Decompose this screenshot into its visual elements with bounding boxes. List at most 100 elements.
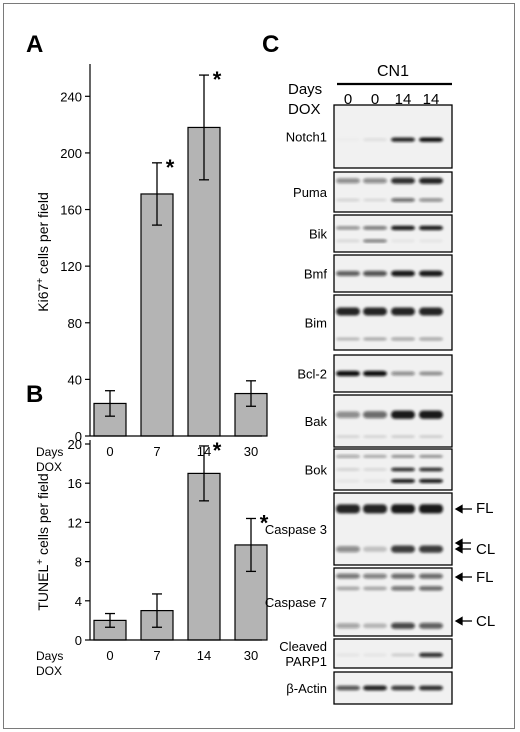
y-tick-label-a-40: 40 xyxy=(68,372,82,387)
blot-band-bik-2-lane-4 xyxy=(419,239,443,243)
blot-lane-label-1: 0 xyxy=(344,91,352,108)
y-tick-label-a-120: 120 xyxy=(60,259,82,274)
blot-band-notch1-1-lane-1 xyxy=(336,138,360,141)
blot-band-cleaved-parp1-1-lane-2 xyxy=(363,653,387,657)
blot-band-caspase-3-2-lane-1 xyxy=(336,546,360,553)
blot-band-caspase-7-1-lane-1 xyxy=(336,573,360,579)
x-label-days-a: Days xyxy=(36,445,63,459)
blot-label-bim: Bim xyxy=(305,316,327,331)
blot-band-cleaved-parp1-1-lane-3 xyxy=(391,653,415,657)
blot-label-bok: Bok xyxy=(305,463,328,478)
arrow-head xyxy=(454,572,463,582)
x-tick-label-b-7: 7 xyxy=(153,648,160,663)
blot-band-caspase-7-2-lane-3 xyxy=(391,586,415,591)
y-tick-label-a-240: 240 xyxy=(60,89,82,104)
error-bar-b-30 xyxy=(246,517,256,573)
x-label-days-b: Days xyxy=(36,649,63,663)
error-bar-a-7 xyxy=(152,162,162,226)
blot-band-bik-2-lane-1 xyxy=(336,239,360,243)
blot-band-bim-1-lane-3 xyxy=(391,307,415,316)
blot-band-bok-2-lane-3 xyxy=(391,467,415,472)
blot-band-bok-3-lane-1 xyxy=(336,479,360,483)
x-tick-label-b-30: 30 xyxy=(244,648,258,663)
blot-lane-label-2: 0 xyxy=(371,91,379,108)
error-bar-a-30 xyxy=(246,380,256,407)
blot-label-bik: Bik xyxy=(309,227,328,242)
blot-band-bik-1-lane-3 xyxy=(391,225,415,231)
blot-band-caspase-7-1-lane-2 xyxy=(363,573,387,579)
arrow-fl-1 xyxy=(454,504,472,514)
significance-marker-b-30: * xyxy=(260,510,269,535)
panel-label-c: C xyxy=(262,31,279,58)
arrow-cl-4 xyxy=(454,616,472,626)
x-tick-label-a-7: 7 xyxy=(153,444,160,459)
blot-lane-label-4: 14 xyxy=(423,91,440,108)
arrow-cl-2 xyxy=(454,544,471,554)
blot-band-bak-2-lane-3 xyxy=(391,435,415,439)
significance-marker-a-14: * xyxy=(213,67,222,92)
x-label-dox-b: DOX xyxy=(36,664,62,678)
blot-band-bak-1-lane-4 xyxy=(419,410,443,419)
blot-label-bmf: Bmf xyxy=(304,267,328,282)
blot-row-bak xyxy=(333,394,453,448)
blot-band-caspase-3-1-lane-1 xyxy=(336,504,360,514)
blot-band-bok-1-lane-2 xyxy=(363,454,387,458)
blot-band-caspase-7-2-lane-4 xyxy=(419,586,443,591)
figure-frame xyxy=(3,3,515,729)
bar-a-7 xyxy=(140,193,174,437)
blot-dox-label: DOX xyxy=(288,101,321,118)
blot-band-bim-2-lane-3 xyxy=(391,337,415,341)
blot-band-caspase-3-1-lane-2 xyxy=(363,504,387,514)
x-label-dox-a: DOX xyxy=(36,460,62,474)
blot-band-puma-2-lane-1 xyxy=(336,198,360,202)
arrow-head xyxy=(454,538,463,548)
blot-band-bok-2-lane-2 xyxy=(363,468,387,471)
error-bar-b-7 xyxy=(152,593,162,628)
blot-band-bak-1-lane-3 xyxy=(391,410,415,419)
blot-band-caspase-7-3-lane-2 xyxy=(363,623,387,629)
blot-band-bim-2-lane-1 xyxy=(336,337,360,341)
blot-band-bim-2-lane-4 xyxy=(419,337,443,341)
blot-row-bik xyxy=(333,214,453,253)
blot-band-caspase-7-1-lane-4 xyxy=(419,573,443,579)
blot-band-bik-1-lane-4 xyxy=(419,225,443,231)
x-tick-label-a-0: 0 xyxy=(106,444,113,459)
blot-band-bak-2-lane-2 xyxy=(363,435,387,439)
blot-label-actin: β-Actin xyxy=(286,681,327,696)
y-label-rest: cells per field xyxy=(35,473,51,559)
blot-band-bmf-1-lane-4 xyxy=(419,270,443,277)
y-label-main: Ki67 xyxy=(35,284,51,312)
arrow-label-cl-4: CL xyxy=(476,613,495,630)
blot-row-caspase-3 xyxy=(333,492,453,566)
blot-band-caspase-7-3-lane-4 xyxy=(419,622,443,629)
blot-label-bak: Bak xyxy=(305,414,328,429)
error-bar-a-0 xyxy=(105,390,115,417)
blot-band-bak-2-lane-1 xyxy=(336,435,360,439)
error-bar-b-14 xyxy=(199,445,209,502)
y-tick-label-a-0: 0 xyxy=(75,429,82,444)
blot-band-puma-2-lane-4 xyxy=(419,198,443,202)
blot-band-caspase-3-2-lane-4 xyxy=(419,545,443,553)
arrow-label-fl-1: FL xyxy=(476,500,494,517)
blot-band-bok-1-lane-3 xyxy=(391,454,415,458)
arrow-label-fl-3: FL xyxy=(476,569,494,586)
y-tick-label-b-12: 12 xyxy=(68,515,82,530)
arrow-fl-3 xyxy=(454,572,472,582)
blot-band-bcl-2-1-lane-1 xyxy=(336,370,360,377)
blot-band-bok-3-lane-4 xyxy=(419,478,443,483)
y-label-superscript: + xyxy=(35,278,46,284)
blot-band-cleaved-parp1-1-lane-1 xyxy=(336,653,360,657)
y-tick-label-b-8: 8 xyxy=(75,555,82,570)
blot-band-bik-1-lane-1 xyxy=(336,226,360,230)
significance-marker-b-14: * xyxy=(213,438,222,463)
blot-band-bcl-2-1-lane-4 xyxy=(419,371,443,376)
blot-band-actin-1-lane-2 xyxy=(363,685,387,691)
error-bar-b-0 xyxy=(105,612,115,628)
y-label-main: TUNEL xyxy=(35,565,51,611)
blot-band-caspase-3-1-lane-4 xyxy=(419,504,443,514)
blot-band-bcl-2-1-lane-3 xyxy=(391,371,415,376)
x-tick-label-b-0: 0 xyxy=(106,648,113,663)
blot-band-caspase-3-1-lane-3 xyxy=(391,504,415,514)
blot-band-bok-3-lane-3 xyxy=(391,478,415,483)
